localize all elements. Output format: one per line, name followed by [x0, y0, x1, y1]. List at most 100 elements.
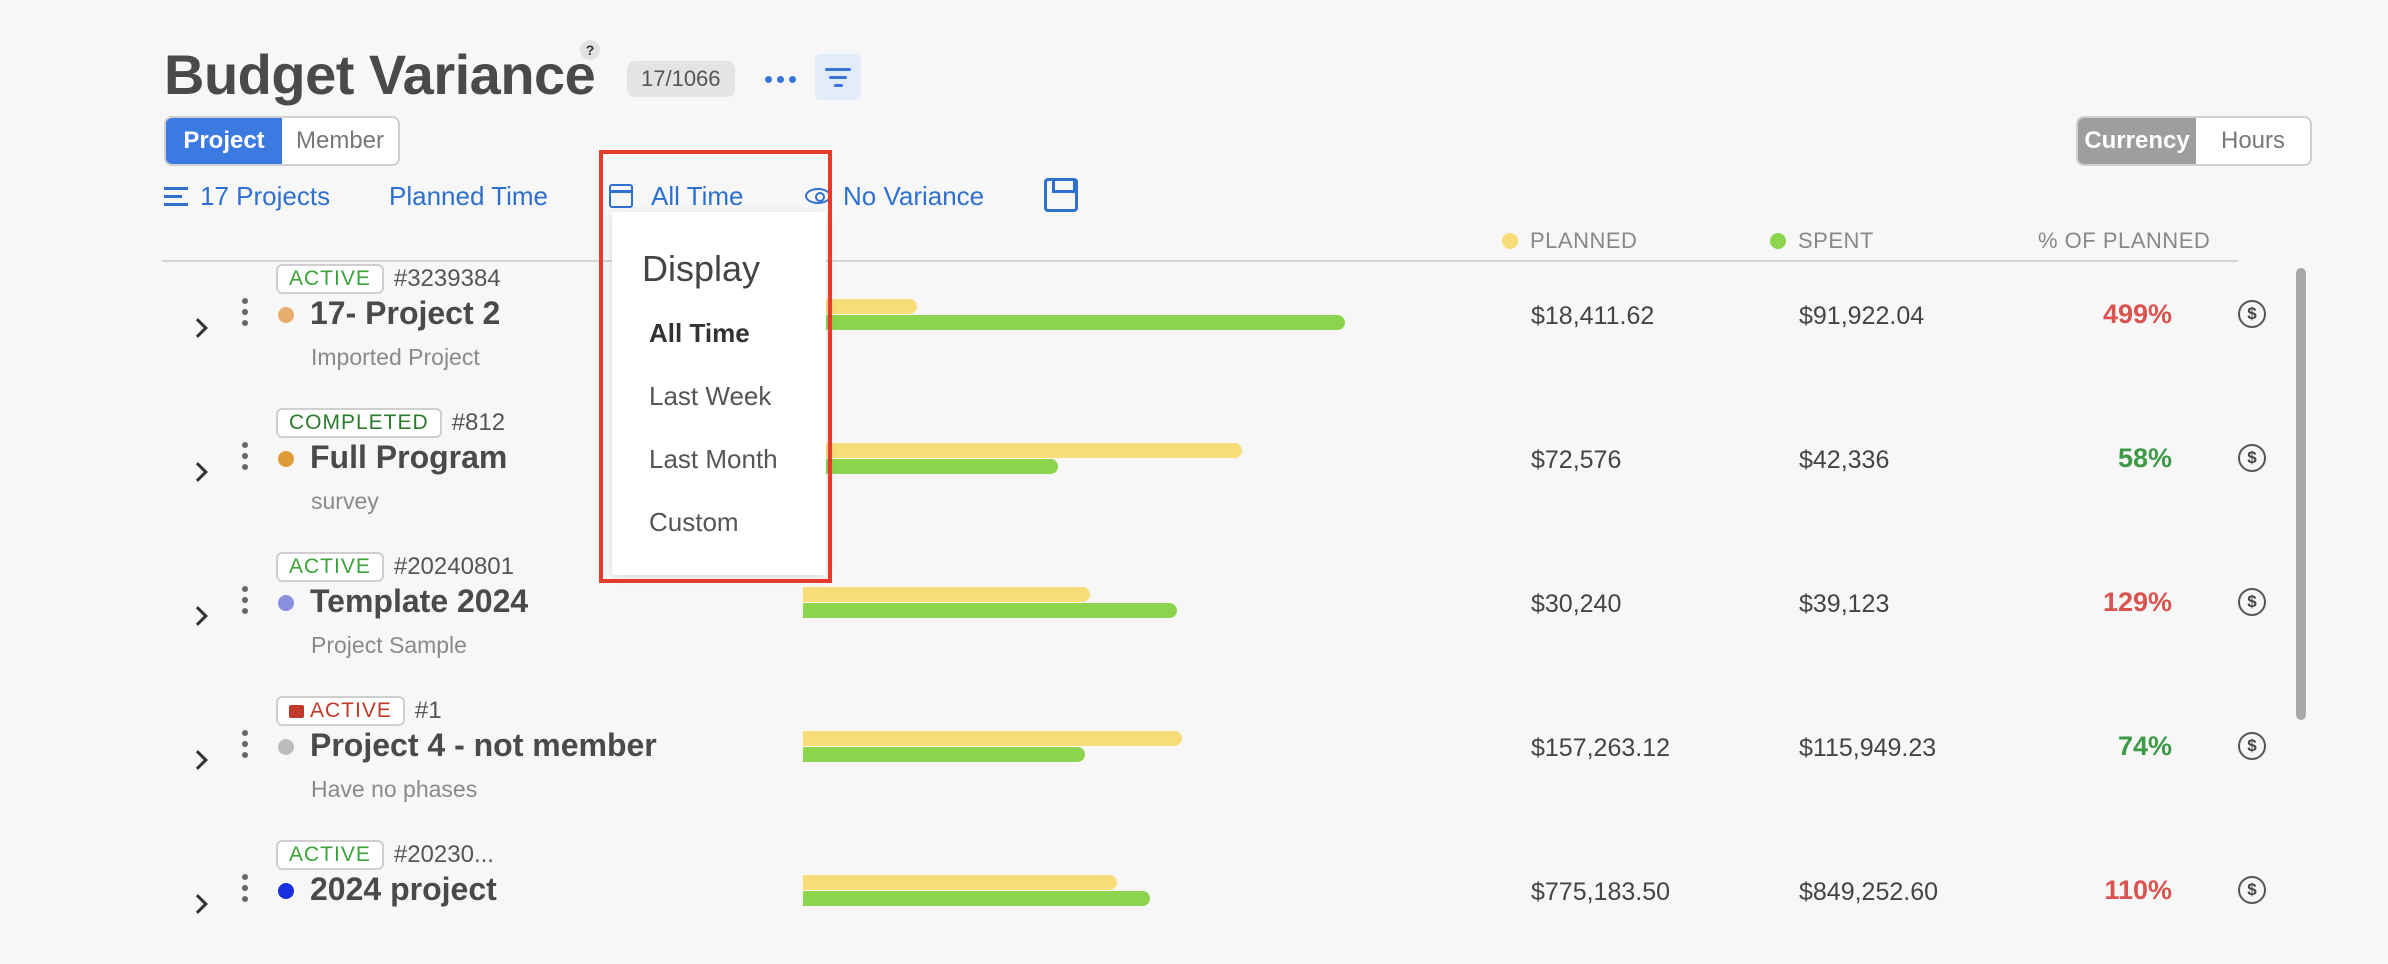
project-subtitle: survey	[311, 488, 379, 514]
row-menu-icon[interactable]	[238, 730, 252, 758]
unit-toggle: Currency Hours	[2076, 116, 2312, 166]
projects-filter[interactable]: 17 Projects	[164, 178, 330, 214]
status-label: ACTIVE	[289, 843, 371, 866]
row-meta: ACTIVE #20230...	[276, 840, 494, 870]
project-name[interactable]: Project 4 - not member	[310, 727, 657, 763]
count-badge: 17/1066	[627, 61, 735, 97]
pct-header-label: % OF PLANNED	[2038, 228, 2211, 253]
status-badge: ACTIVE	[276, 696, 405, 726]
hours-button[interactable]: Hours	[2196, 118, 2310, 164]
spent-header-label: SPENT	[1798, 228, 1874, 253]
spent-column-header[interactable]: SPENT	[1770, 226, 1874, 256]
table-row[interactable]: ACTIVE #20230... 2024 project $775,183.5…	[0, 838, 2388, 964]
table-row[interactable]: ACTIVE #1 Project 4 - not member Have no…	[0, 694, 2388, 838]
archive-icon	[289, 704, 304, 718]
table-row[interactable]: ACTIVE #20240801 Template 2024 Project S…	[0, 550, 2388, 694]
planned-bar	[803, 587, 1090, 602]
project-subtitle: Imported Project	[311, 344, 480, 370]
dropdown-title: Display	[642, 248, 761, 289]
project-name[interactable]: Template 2024	[310, 583, 529, 619]
expand-chevron-icon[interactable]	[188, 892, 212, 916]
planned-legend-dot	[1502, 233, 1518, 249]
project-name[interactable]: Full Program	[310, 439, 508, 475]
expand-chevron-icon[interactable]	[188, 604, 212, 628]
save-icon[interactable]	[1044, 178, 1078, 212]
planned-value: $775,183.50	[1531, 878, 1671, 906]
member-view-button[interactable]: Member	[282, 118, 398, 164]
time-range-label: All Time	[651, 180, 744, 211]
projects-count-label: 17 Projects	[200, 180, 331, 211]
planned-header-label: PLANNED	[1530, 228, 1638, 253]
planned-column-header[interactable]: PLANNED	[1502, 226, 1637, 256]
row-menu-icon[interactable]	[238, 298, 252, 326]
pct-column-header[interactable]: % OF PLANNED	[2038, 226, 2210, 256]
currency-icon[interactable]: $	[2238, 300, 2266, 328]
percent-of-planned: 58%	[2117, 443, 2172, 473]
status-badge: COMPLETED	[276, 408, 442, 438]
more-options-icon[interactable]	[762, 64, 798, 94]
calendar-icon	[609, 184, 633, 208]
spent-bar	[803, 459, 1058, 474]
dropdown-item-all-time[interactable]: All Time	[649, 318, 750, 348]
expand-chevron-icon[interactable]	[188, 748, 212, 772]
dropdown-item-last-week[interactable]: Last Week	[649, 381, 772, 411]
percent-of-planned: 129%	[2102, 587, 2172, 617]
filter-icon[interactable]	[815, 54, 861, 100]
currency-icon[interactable]: $	[2238, 588, 2266, 616]
project-color-dot	[278, 595, 294, 611]
status-label: ACTIVE	[289, 555, 371, 578]
planned-value: $18,411.62	[1531, 302, 1655, 330]
planned-bar	[803, 731, 1182, 746]
spent-bar	[803, 747, 1085, 762]
project-code: #812	[451, 409, 506, 436]
currency-button[interactable]: Currency	[2078, 118, 2196, 164]
project-name[interactable]: 17- Project 2	[310, 295, 501, 331]
dropdown-item-custom[interactable]: Custom	[649, 507, 739, 537]
row-meta: ACTIVE #3239384	[276, 264, 501, 294]
list-icon	[164, 186, 188, 206]
project-code: #20230...	[393, 841, 494, 868]
project-name[interactable]: 2024 project	[310, 871, 497, 907]
status-label: ACTIVE	[289, 267, 371, 290]
table-row[interactable]: ACTIVE #3239384 17- Project 2 Imported P…	[0, 262, 2388, 406]
status-label: ACTIVE	[310, 699, 392, 722]
spent-bar	[803, 891, 1150, 906]
display-dropdown: Display All Time Last Week Last Month Cu…	[612, 212, 826, 575]
percent-of-planned: 499%	[2102, 299, 2172, 329]
spent-bar	[803, 315, 1345, 330]
planned-value: $157,263.12	[1531, 734, 1671, 762]
variance-label: No Variance	[843, 180, 985, 211]
project-subtitle: Project Sample	[311, 632, 467, 658]
currency-icon[interactable]: $	[2238, 876, 2266, 904]
variance-filter[interactable]: No Variance	[805, 178, 984, 214]
row-meta: ACTIVE #20240801	[276, 552, 514, 582]
help-icon[interactable]: ?	[580, 40, 600, 60]
currency-icon[interactable]: $	[2238, 732, 2266, 760]
planned-value: $72,576	[1531, 446, 1622, 474]
status-badge: ACTIVE	[276, 840, 384, 870]
row-menu-icon[interactable]	[238, 874, 252, 902]
row-meta: ACTIVE #1	[276, 696, 442, 726]
table-row[interactable]: COMPLETED #812 Full Program survey $72,5…	[0, 406, 2388, 550]
row-menu-icon[interactable]	[238, 442, 252, 470]
row-menu-icon[interactable]	[238, 586, 252, 614]
expand-chevron-icon[interactable]	[188, 460, 212, 484]
project-code: #20240801	[393, 553, 514, 580]
planned-time-label: Planned Time	[389, 180, 548, 211]
percent-of-planned: 74%	[2117, 731, 2172, 761]
spent-value: $39,123	[1799, 590, 1890, 618]
time-range-filter[interactable]: All Time	[609, 178, 743, 214]
planned-time-filter[interactable]: Planned Time	[389, 178, 548, 214]
page-title: Budget Variance	[164, 43, 596, 106]
expand-chevron-icon[interactable]	[188, 316, 212, 340]
spent-bar	[803, 603, 1177, 618]
dropdown-item-last-month[interactable]: Last Month	[649, 444, 778, 474]
planned-value: $30,240	[1531, 590, 1622, 618]
project-color-dot	[278, 739, 294, 755]
project-color-dot	[278, 307, 294, 323]
project-code: #1	[414, 697, 442, 724]
spent-value: $849,252.60	[1799, 878, 1939, 906]
project-view-button[interactable]: Project	[166, 118, 282, 164]
currency-icon[interactable]: $	[2238, 444, 2266, 472]
scrollbar[interactable]	[2296, 268, 2306, 720]
